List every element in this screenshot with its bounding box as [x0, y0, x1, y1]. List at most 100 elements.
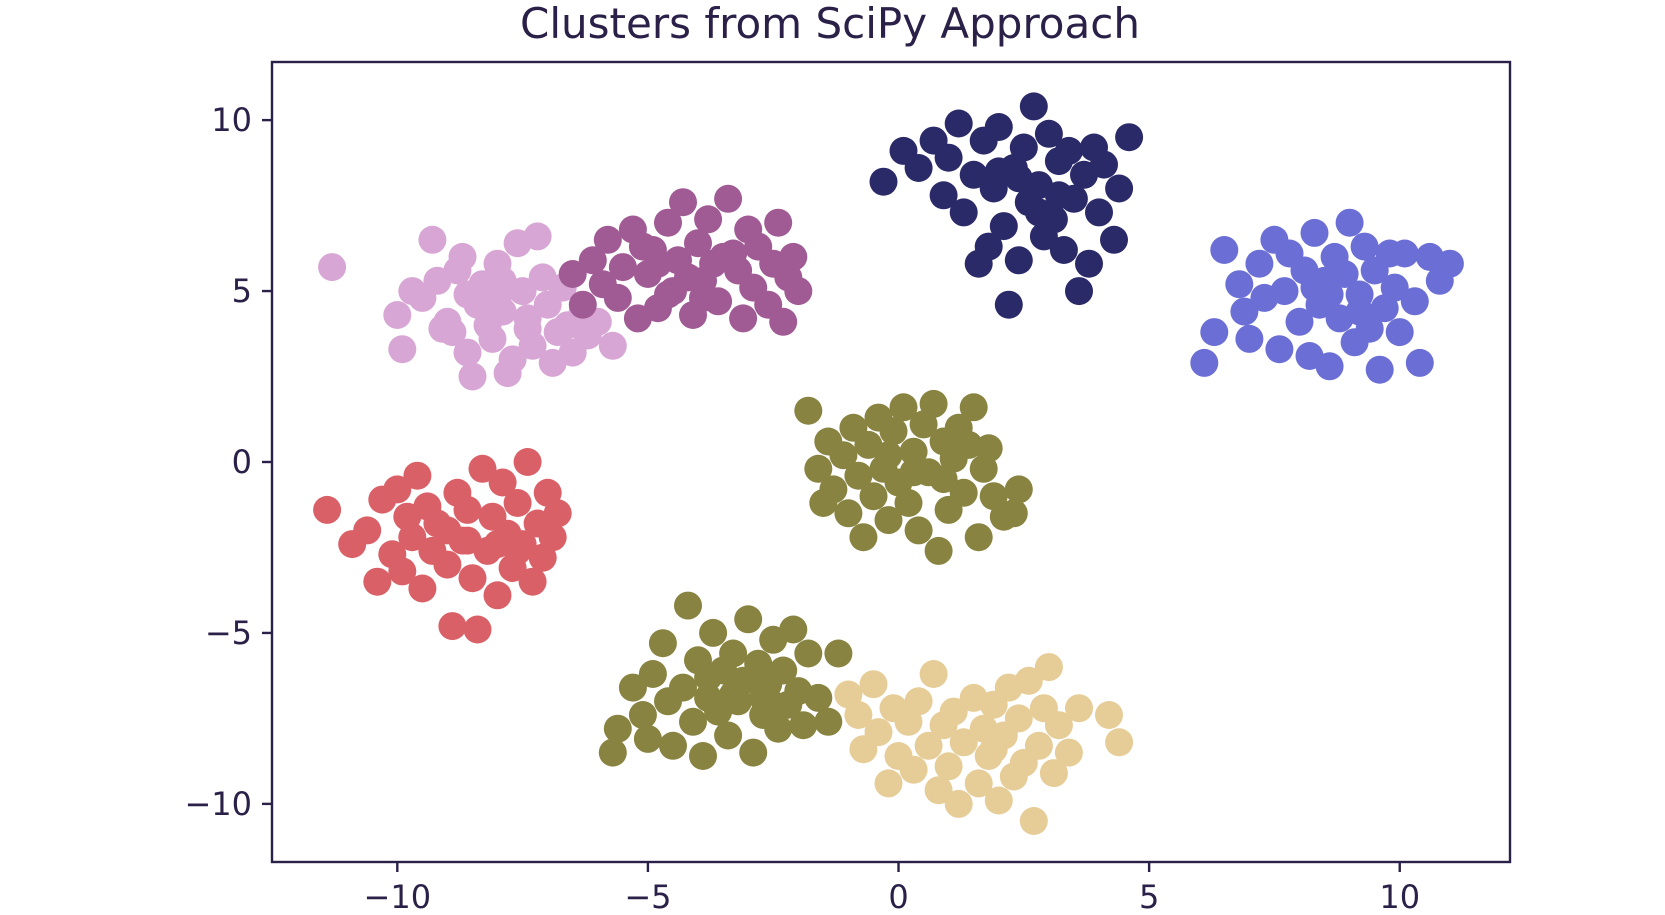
- cluster-5-point-10: [849, 523, 878, 552]
- cluster-5-point-18: [889, 393, 918, 422]
- cluster-3-point-18: [1004, 246, 1033, 275]
- cluster-2-point-16: [669, 188, 697, 217]
- cluster-2-point-18: [684, 229, 712, 258]
- cluster-7-point-11: [674, 591, 702, 620]
- cluster-4-point-3: [1210, 236, 1239, 264]
- cluster-4-point-16: [1300, 218, 1329, 247]
- cluster-4-point-23: [1335, 208, 1364, 237]
- cluster-3: [869, 92, 1144, 319]
- cluster-6-point-17: [438, 612, 467, 641]
- cluster-6-point-16: [433, 550, 462, 579]
- cluster-4-point-4: [1225, 270, 1254, 299]
- cluster-8-point-5: [864, 718, 893, 747]
- cluster-8-point-29: [1004, 704, 1033, 733]
- cluster-3-point-7: [944, 109, 973, 138]
- cluster-8-point-4: [859, 670, 888, 699]
- cluster-6-point-38: [543, 499, 572, 528]
- cluster-4-point-34: [1390, 239, 1419, 268]
- cluster-5-point-24: [919, 389, 948, 418]
- cluster-2-point-31: [764, 208, 793, 237]
- cluster-5-point-35: [974, 434, 1003, 463]
- cluster-8-point-36: [1039, 759, 1068, 788]
- cluster-7-point-1: [598, 738, 627, 767]
- cluster-1-point-37: [598, 331, 627, 360]
- cluster-7-point-36: [804, 683, 833, 712]
- cluster-4-point-29: [1365, 355, 1394, 384]
- cluster-4-point-42: [1300, 273, 1329, 302]
- cluster-4-point-1: [1190, 348, 1219, 377]
- cluster-2-point-1: [558, 260, 587, 288]
- cluster-8-point-11: [904, 687, 933, 716]
- cluster-7-point-41: [694, 663, 723, 692]
- cluster-6-point-37: [538, 523, 567, 552]
- cluster-7-point-30: [769, 656, 798, 685]
- cluster-3-point-1: [869, 167, 898, 196]
- cluster-2-point-42: [689, 283, 717, 312]
- cluster-1: [318, 222, 627, 391]
- cluster-1-point-38: [453, 280, 482, 309]
- cluster-5-point-9: [844, 461, 873, 490]
- cluster-4-point-11: [1270, 277, 1299, 306]
- cluster-8-point-19: [949, 728, 978, 757]
- cluster-2-point-3: [578, 246, 607, 275]
- cluster-2-point-34: [779, 242, 808, 271]
- cluster-7-point-10: [669, 673, 697, 702]
- cluster-6-point-23: [468, 454, 497, 483]
- cluster-5-point-1: [794, 396, 823, 425]
- cluster-2-point-25: [729, 304, 758, 333]
- cluster-8-point-16: [934, 752, 963, 781]
- cluster-5-point-38: [999, 499, 1028, 528]
- cluster-5-point-40: [899, 458, 928, 487]
- cluster-7-point-16: [699, 618, 728, 647]
- cluster-2-point-7: [608, 253, 637, 282]
- cluster-6-point-21: [458, 564, 487, 593]
- cluster-3-point-38: [1115, 123, 1144, 152]
- cluster-8-point-10: [899, 755, 928, 784]
- cluster-8-point-37: [1044, 711, 1073, 740]
- cluster-6-point-27: [488, 468, 517, 497]
- x-tick-label: −10: [364, 878, 432, 915]
- cluster-8-point-42: [979, 735, 1008, 764]
- cluster-4-point-6: [1235, 324, 1264, 353]
- cluster-1-point-6: [418, 225, 447, 254]
- cluster-7-point-4: [628, 701, 657, 729]
- cluster-6-point-42: [503, 536, 532, 565]
- cluster-3-point-12: [974, 232, 1003, 261]
- cluster-7-point-2: [603, 714, 632, 743]
- cluster-5-point-5: [819, 475, 848, 504]
- cluster-5-point-16: [879, 417, 908, 446]
- cluster-5-point-7: [834, 499, 863, 528]
- cluster-8-point-25: [984, 786, 1013, 815]
- cluster-8-point-21: [964, 769, 993, 798]
- cluster-4-point-32: [1380, 273, 1409, 302]
- cluster-3-point-24: [1034, 119, 1063, 148]
- cluster-1-point-12: [453, 338, 482, 367]
- cluster-6-point-32: [513, 448, 542, 476]
- cluster-3-point-40: [1024, 198, 1053, 227]
- cluster-4-point-19: [1315, 352, 1344, 381]
- cluster-3-point-14: [984, 113, 1013, 141]
- cluster-7-point-23: [734, 605, 763, 634]
- cluster-3-point-15: [989, 212, 1018, 241]
- cluster-4-point-36: [1405, 348, 1434, 377]
- cluster-8-point-6: [874, 769, 903, 798]
- cluster-1-point-42: [488, 266, 517, 295]
- cluster-4-point-2: [1200, 318, 1229, 347]
- cluster-1-point-11: [448, 242, 477, 271]
- cluster-8-point-40: [1095, 701, 1123, 729]
- cluster-2-point-35: [784, 277, 813, 306]
- cluster-3-point-9: [959, 160, 988, 189]
- cluster-5-point-6: [829, 441, 858, 470]
- cluster-1-point-1: [318, 253, 347, 282]
- cluster-8-point-14: [924, 776, 953, 805]
- cluster-1-point-40: [513, 314, 542, 343]
- cluster-6-point-30: [503, 489, 532, 517]
- cluster-7: [598, 591, 853, 770]
- cluster-7-point-3: [618, 673, 647, 702]
- cluster-7-point-20: [719, 639, 748, 668]
- cluster-7-point-29: [764, 714, 793, 743]
- cluster-3-point-37: [1105, 174, 1134, 203]
- cluster-5-point-2: [804, 454, 833, 483]
- points-layer: [313, 92, 1464, 835]
- cluster-3-point-41: [1044, 181, 1073, 210]
